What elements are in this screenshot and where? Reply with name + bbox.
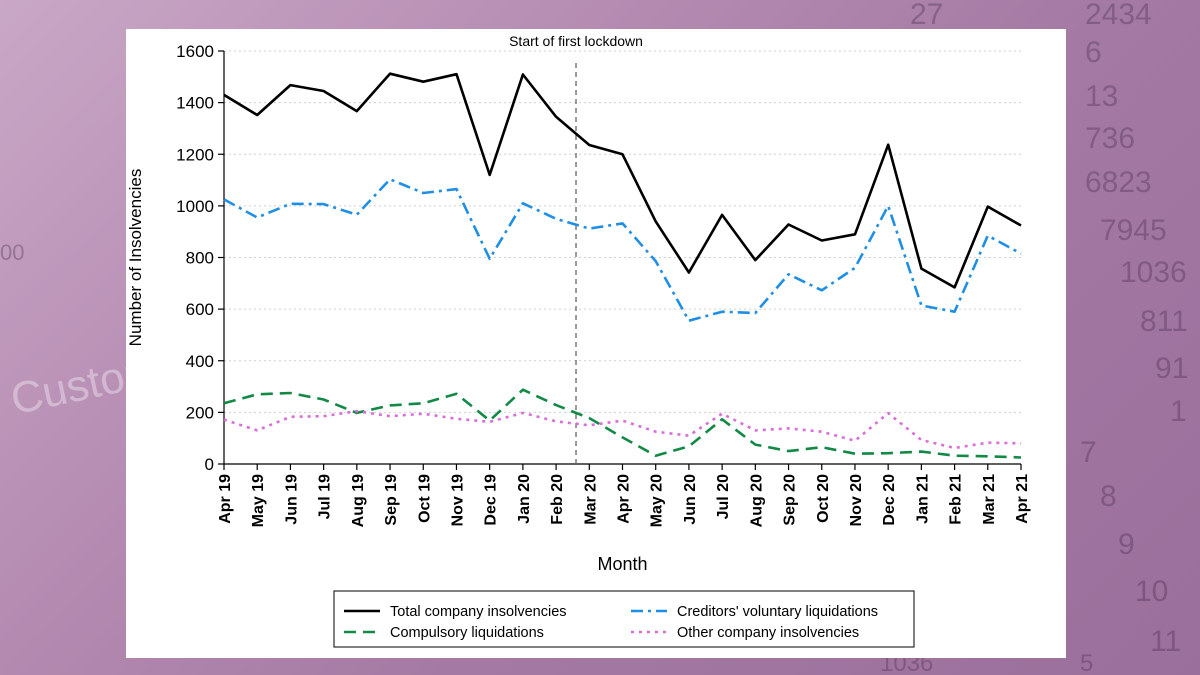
x-tick-label: Dec 20 xyxy=(881,474,898,526)
bg-number: 00 xyxy=(0,240,25,265)
series-line-2 xyxy=(223,388,1022,459)
legend-label: Creditors' voluntary liquidations xyxy=(677,604,878,620)
series-line-0 xyxy=(223,72,1022,289)
x-tick-label: Dec 19 xyxy=(483,474,500,526)
bg-number: 13 xyxy=(1085,80,1119,113)
y-tick-label: 1400 xyxy=(176,94,214,113)
series-line-3 xyxy=(223,409,1022,450)
x-tick-label: Oct 20 xyxy=(815,474,832,523)
x-tick-label: Mar 20 xyxy=(582,474,599,525)
y-tick-label: 1600 xyxy=(176,42,214,61)
y-tick-label: 600 xyxy=(186,300,214,319)
y-tick-label: 400 xyxy=(186,352,214,371)
legend: Total company insolvencies Compulsory liq… xyxy=(333,590,915,648)
bg-number: 7 xyxy=(1080,436,1097,469)
series-line-1 xyxy=(223,178,1022,323)
bg-number: 6823 xyxy=(1085,166,1152,199)
x-tick-label: Jul 20 xyxy=(715,474,732,519)
bg-number: 1036 xyxy=(1120,256,1187,289)
x-tick-label: Apr 21 xyxy=(1014,474,1031,524)
lockdown-annotation: Start of first lockdown xyxy=(509,33,643,49)
y-tick-label: 1000 xyxy=(176,197,214,216)
y-tick-label: 1200 xyxy=(176,145,214,164)
x-tick-label: Aug 20 xyxy=(748,474,765,527)
x-tick-label: Jun 19 xyxy=(283,474,300,525)
bg-number: 8 xyxy=(1100,480,1117,513)
x-tick-label: Jan 21 xyxy=(914,474,931,524)
bg-number: 2434 xyxy=(1085,0,1152,31)
x-tick-label: Jan 20 xyxy=(516,474,533,524)
x-tick-label: Apr 20 xyxy=(616,474,633,524)
x-tick-label: Oct 19 xyxy=(416,474,433,523)
x-tick-label: Sep 20 xyxy=(782,474,799,526)
bg-number: 11 xyxy=(1150,625,1182,658)
bg-number: 91 xyxy=(1155,352,1189,385)
bg-number: 6 xyxy=(1085,36,1102,69)
bg-number: 736 xyxy=(1085,122,1136,155)
x-tick-label: Sep 19 xyxy=(383,474,400,526)
bg-number: 9 xyxy=(1118,528,1135,561)
y-tick-label: 800 xyxy=(186,249,214,268)
x-tick-label: Jul 19 xyxy=(317,474,334,519)
bg-number: 5 xyxy=(1080,650,1094,675)
bg-number: 811 xyxy=(1140,305,1188,338)
bg-number: 27 xyxy=(910,0,944,31)
legend-label: Compulsory liquidations xyxy=(390,625,544,641)
x-tick-label: Feb 20 xyxy=(549,474,566,525)
y-tick-label: 0 xyxy=(205,455,214,474)
x-tick-label: Nov 19 xyxy=(449,474,466,527)
x-tick-label: Aug 19 xyxy=(350,474,367,527)
x-tick-label: May 20 xyxy=(649,474,666,527)
legend-box xyxy=(333,590,915,648)
bg-number: 7945 xyxy=(1100,214,1167,247)
bg-number: 1 xyxy=(1170,395,1187,428)
y-axis-label: Number of Insolvencies xyxy=(126,169,145,347)
bg-number: 10 xyxy=(1135,575,1169,608)
x-axis-label: Month xyxy=(597,554,647,574)
x-tick-label: Apr 19 xyxy=(217,474,234,524)
legend-label: Other company insolvencies xyxy=(677,625,859,641)
legend-label: Total company insolvencies xyxy=(390,604,567,620)
x-tick-label: May 19 xyxy=(250,474,267,527)
x-tick-label: Nov 20 xyxy=(848,474,865,527)
x-tick-label: Feb 21 xyxy=(948,474,965,525)
x-tick-label: Jun 20 xyxy=(682,474,699,525)
line-chart: 0 200 400 600 800 1000 1200 1400 1600 Apr 19 May … xyxy=(126,33,1031,648)
y-tick-label: 200 xyxy=(186,403,214,422)
x-tick-label: Mar 21 xyxy=(981,474,998,525)
chart-panel: 0 200 400 600 800 1000 1200 1400 1600 Apr 19 May … xyxy=(126,29,1066,658)
